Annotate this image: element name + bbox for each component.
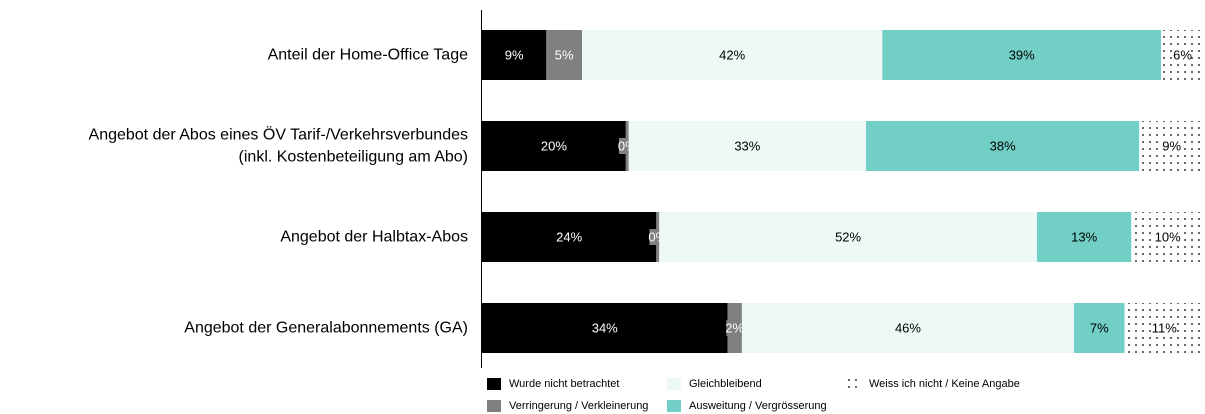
category-labels: Anteil der Home-Office Tage Angebot der A… [89, 47, 469, 337]
bar-segment [1036, 212, 1132, 262]
legend-label: Verringerung / Verkleinerung [509, 400, 648, 412]
data-label: 11% [1152, 321, 1177, 336]
data-label: 38% [990, 139, 1016, 154]
category-label: Angebot der Halbtax-Abos [280, 229, 468, 246]
legend-swatch [487, 378, 501, 390]
bar-segment [482, 303, 728, 353]
data-label-background [1155, 229, 1180, 245]
bar-segment [628, 121, 867, 171]
data-label-background [726, 320, 743, 336]
bar-segment [866, 121, 1140, 171]
data-label-background [1163, 138, 1180, 154]
bar-segment [659, 212, 1037, 262]
data-label: 34% [592, 321, 618, 336]
bar-segment [741, 303, 1075, 353]
data-label: 7% [1090, 321, 1109, 336]
legend-swatch [667, 378, 681, 390]
legend-label: Ausweitung / Vergrösserung [689, 400, 827, 412]
category-label: Angebot der Generalabonnements (GA) [184, 320, 468, 337]
bar-segment [482, 212, 657, 262]
legend-swatch [847, 378, 861, 390]
data-label: 13% [1071, 230, 1097, 245]
data-label: 33% [734, 139, 760, 154]
category-label: (inkl. Kostenbeteiligung am Abo) [239, 149, 468, 166]
data-label: 20% [541, 139, 567, 154]
category-label: Anteil der Home-Office Tage [268, 47, 469, 64]
bar-segment [546, 30, 583, 80]
legend-swatch [487, 400, 501, 412]
bar-segment [882, 30, 1162, 80]
data-label: 6% [1173, 48, 1192, 63]
data-label: 9% [1162, 139, 1181, 154]
bar-segment [1074, 303, 1125, 353]
data-label: 2% [725, 321, 744, 336]
data-label: 9% [505, 48, 524, 63]
data-label-background [1152, 320, 1177, 336]
data-label: 24% [556, 230, 582, 245]
data-label: 10% [1155, 230, 1181, 245]
bar-segment [482, 30, 547, 80]
bar-segment [582, 30, 883, 80]
data-label: 46% [895, 321, 921, 336]
data-label: 5% [555, 48, 574, 63]
legend-label: Wurde nicht betrachtet [509, 378, 619, 390]
legend: Wurde nicht betrachtet Verringerung / Ver… [487, 378, 1020, 412]
legend-swatch [667, 400, 681, 412]
data-label: 39% [1009, 48, 1035, 63]
data-label: 42% [719, 48, 745, 63]
category-label: Angebot der Abos eines ÖV Tarif-/Verkehr… [89, 126, 468, 144]
data-label: 52% [835, 230, 861, 245]
bar-segment [482, 121, 626, 171]
legend-label: Weiss ich nicht / Keine Angabe [869, 378, 1020, 390]
legend-label: Gleichbleibend [689, 378, 762, 390]
bars: 9% 5% 42% 39% 6%20% 0% 33% 38% 9%24% 0% 52% 13% 10%3… [482, 30, 1204, 353]
data-label-background [1174, 47, 1191, 63]
